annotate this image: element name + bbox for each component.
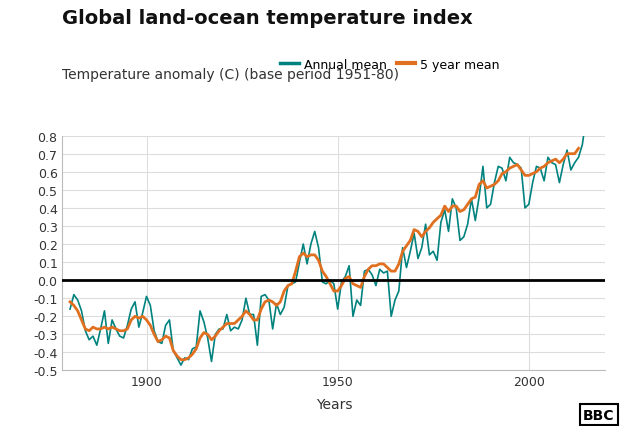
Text: BBC: BBC [583,408,615,422]
Text: Temperature anomaly (C) (base period 1951-80): Temperature anomaly (C) (base period 195… [62,68,399,82]
Text: Global land-ocean temperature index: Global land-ocean temperature index [62,9,473,27]
Legend: Annual mean, 5 year mean: Annual mean, 5 year mean [275,54,505,77]
X-axis label: Years: Years [316,397,352,411]
